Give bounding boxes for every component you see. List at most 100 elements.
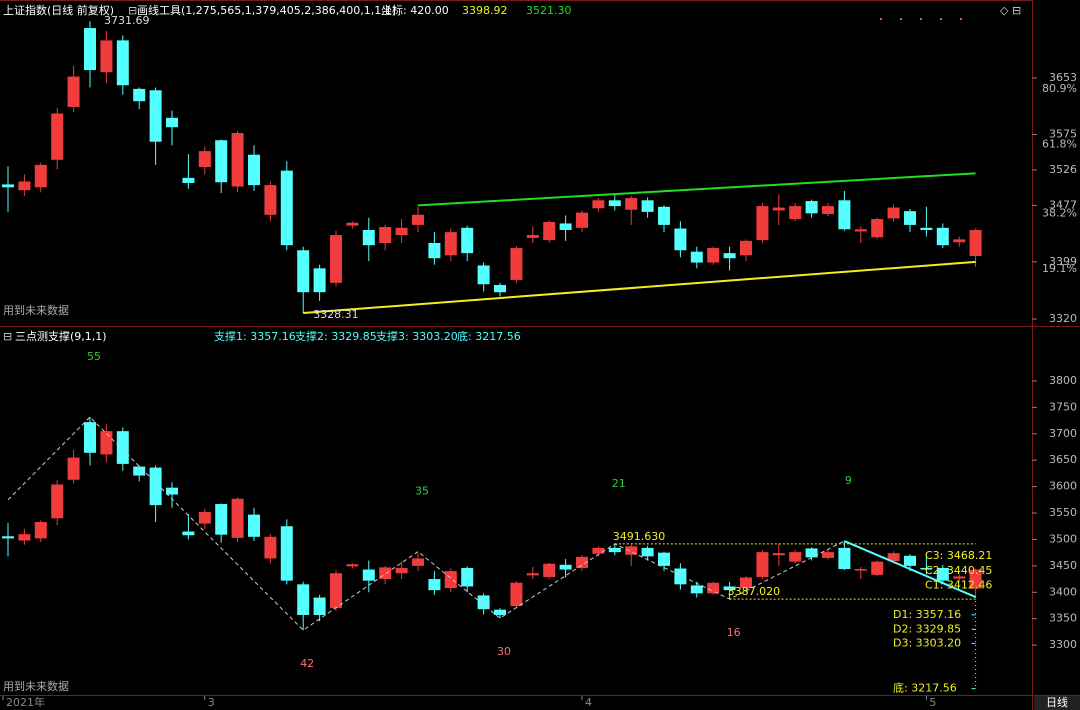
candle-body: [969, 569, 982, 589]
candle-body: [904, 555, 916, 566]
candle-body: [18, 181, 31, 191]
candle-body: [412, 214, 424, 225]
fib-label: 80.9%: [1042, 82, 1077, 95]
indicator-title: 三点测支撑(9,1,1): [15, 329, 107, 343]
support-label: 支撑3: 3303.20: [376, 329, 458, 343]
y-tick-label: 3653: [1049, 71, 1077, 84]
icon[interactable]: ⊟: [128, 4, 137, 17]
candle-body: [100, 431, 113, 455]
candle-body: [198, 151, 211, 168]
support-label: 支撑2: 3329.85: [295, 329, 377, 343]
candle-body: [674, 228, 687, 251]
candle-body: [936, 227, 949, 246]
candle-body: [395, 567, 408, 574]
candle-body: [362, 569, 375, 581]
candle-body: [477, 595, 490, 610]
candle-body: [953, 239, 966, 243]
candle-body: [67, 457, 80, 480]
y-tick-label: 3750: [1049, 400, 1077, 413]
candle-body: [871, 561, 884, 575]
candle-body: [920, 227, 933, 230]
candle-body: [740, 577, 752, 589]
count-label: 9: [845, 474, 852, 487]
x-tick-label: 5: [929, 696, 936, 709]
candle-body: [658, 206, 670, 225]
c-level-label: C2: 3440.45: [925, 564, 992, 577]
candle-body: [789, 552, 802, 562]
candle-body: [100, 40, 113, 73]
candle-body: [592, 200, 605, 209]
fib-label: 61.8%: [1042, 138, 1077, 151]
count-label: 42: [300, 657, 314, 670]
low-annotation: 3328.31: [313, 308, 359, 321]
candle-body: [658, 552, 670, 566]
fib-label: 19.1%: [1042, 262, 1077, 275]
y-tick-label: 3550: [1049, 506, 1077, 519]
candle-body: [231, 498, 244, 538]
candle-body: [887, 553, 900, 562]
level-label: 3491.630: [613, 530, 666, 543]
candle-body: [805, 548, 818, 558]
y-tick-label: 3800: [1049, 374, 1077, 387]
note: 用到未来数据: [3, 303, 69, 317]
candle-body: [641, 200, 654, 212]
candle-body: [215, 504, 228, 535]
candle-body: [461, 567, 474, 587]
candle-body: [838, 200, 851, 230]
y-tick-label: 3650: [1049, 453, 1077, 466]
y-tick-label: 3320: [1049, 312, 1077, 325]
candle-body: [592, 547, 605, 554]
candle-body: [313, 597, 326, 615]
y-tick-label: 3600: [1049, 480, 1077, 493]
period-label[interactable]: 日线: [1046, 695, 1068, 709]
candle-body: [428, 243, 441, 259]
y-tick-label: 3477: [1049, 198, 1077, 211]
candle-body: [166, 117, 178, 128]
count-label: 35: [415, 485, 429, 498]
candle-body: [149, 467, 162, 506]
candle-body: [756, 206, 769, 241]
y-tick-label: 3350: [1049, 612, 1077, 625]
candle-body: [707, 582, 720, 594]
trend-line: [303, 260, 976, 314]
candle-body: [526, 573, 539, 576]
candle-body: [740, 240, 752, 256]
candle-body: [149, 90, 162, 142]
candle-body: [198, 511, 211, 524]
y-tick-label: 3450: [1049, 559, 1077, 572]
candle-body: [625, 546, 638, 555]
candle-body: [51, 484, 64, 519]
candle-body: [444, 232, 457, 256]
candle-body: [477, 265, 490, 285]
candle-body: [871, 219, 884, 238]
support-label: 底: 3217.56: [457, 329, 521, 343]
candle-body: [772, 207, 785, 211]
candle-body: [412, 558, 424, 566]
d-level-label: D3: 3303.20: [893, 636, 961, 649]
zigzag-line: [7, 416, 845, 631]
candle-body: [723, 586, 736, 591]
candle-body: [379, 567, 392, 580]
candle-body: [133, 88, 146, 102]
candle-body: [34, 164, 47, 188]
candle-body: [116, 431, 129, 464]
candle-body: [264, 536, 277, 559]
candle-body: [67, 76, 80, 107]
candle-body: [674, 568, 687, 585]
line-value: 3521.30: [526, 4, 572, 17]
icon[interactable]: ⊟: [3, 330, 12, 343]
period-button[interactable]: [1034, 696, 1080, 710]
candle-body: [707, 248, 720, 263]
candle-body: [822, 552, 834, 558]
icon[interactable]: ◇ ⊟: [1000, 4, 1021, 17]
high-annotation: 3731.69: [104, 14, 150, 27]
candle-body: [936, 567, 949, 581]
candle-body: [34, 522, 47, 539]
candle-body: [854, 229, 867, 232]
candle-body: [84, 422, 96, 453]
y-tick-label: 3399: [1049, 255, 1077, 268]
projection-line: [844, 540, 976, 598]
candle-body: [608, 547, 621, 553]
